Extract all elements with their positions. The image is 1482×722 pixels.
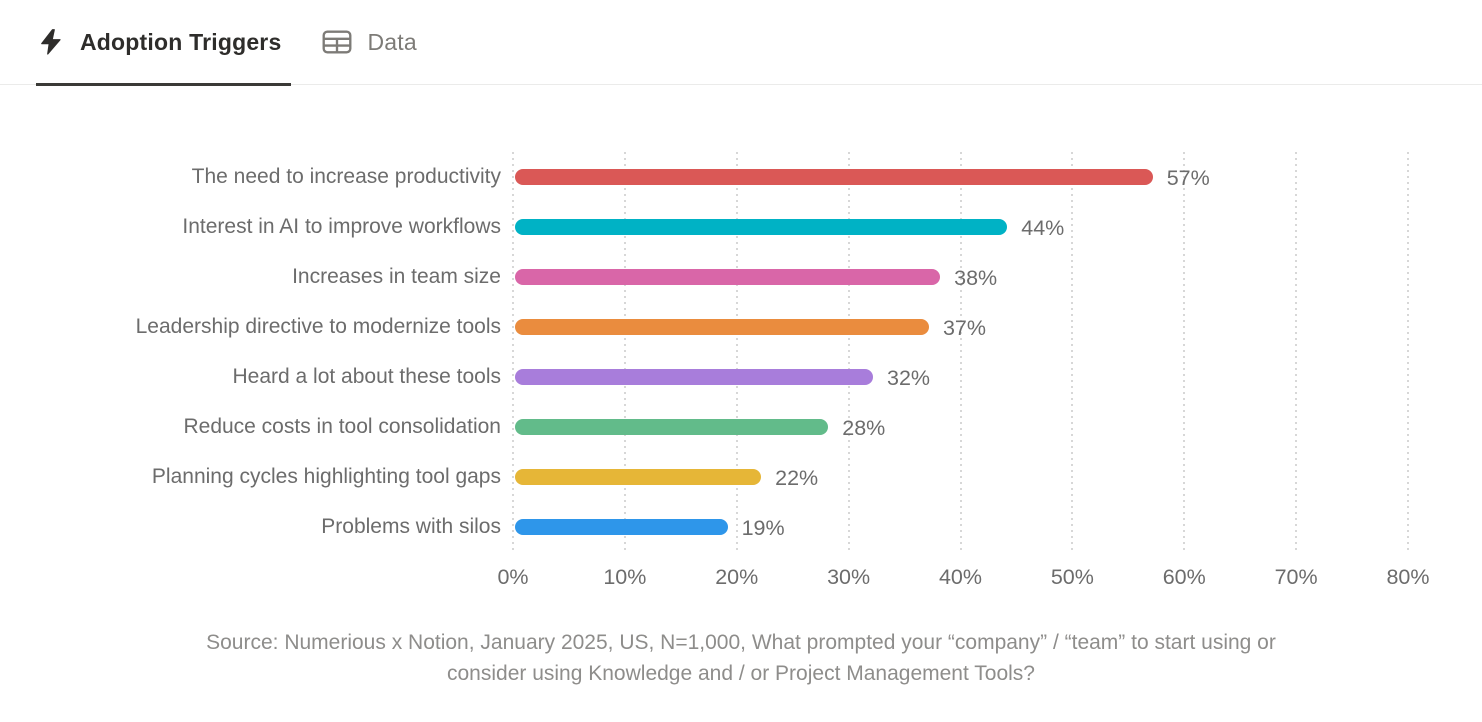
tab-data[interactable]: Data [321,0,426,85]
gridline [1407,152,1409,552]
source-caption: Source: Numerious x Notion, January 2025… [0,627,1482,689]
x-axis-tick-label: 80% [1386,565,1430,589]
category-label: Interest in AI to improve workflows [182,215,501,238]
category-label: Reduce costs in tool consolidation [183,415,501,438]
category-label: Heard a lot about these tools [232,365,501,388]
bar-row: The need to increase productivity 57% [0,152,1482,202]
gridline [735,152,738,552]
table-icon [321,27,353,57]
category-label: Problems with silos [321,515,501,538]
value-label: 32% [887,366,931,390]
category-label: The need to increase productivity [191,165,501,188]
tab-adoption-triggers[interactable]: Adoption Triggers [36,0,292,86]
source-line-1: Source: Numerious x Notion, January 2025… [206,631,1276,654]
bar [515,369,873,385]
bar [515,319,929,335]
bar-row: Planning cycles highlighting tool gaps 22… [0,452,1482,502]
bar-row: Leadership directive to modernize tools 3… [0,302,1482,352]
value-label: 22% [775,466,819,490]
x-axis-tick-label: 50% [1050,565,1094,589]
y-axis-line [512,152,514,552]
category-label: Leadership directive to modernize tools [135,315,501,338]
tab-bar: Adoption Triggers Data [0,0,1482,86]
value-label: 37% [942,316,986,340]
bar [515,169,1153,185]
x-axis-tick-label: 70% [1274,565,1318,589]
bar [515,219,1008,235]
bar-row: Heard a lot about these tools 32% [0,352,1482,402]
source-line-2: consider using Knowledge and / or Projec… [447,662,1035,685]
bar-row: Reduce costs in tool consolidation 28% [0,402,1482,452]
bar-row: Interest in AI to improve workflows 44% [0,202,1482,252]
value-label: 28% [842,416,886,440]
gridline [1071,152,1074,552]
bar [515,519,728,535]
category-label: Increases in team size [292,265,501,288]
x-axis-tick-label: 10% [603,565,647,589]
bar [515,419,829,435]
value-label: 57% [1166,166,1210,190]
x-axis-tick-label: 60% [1162,565,1206,589]
lightning-bolt-icon [36,27,66,57]
bar [515,269,941,285]
bar [515,469,762,485]
value-label: 38% [954,266,998,290]
gridline [1183,152,1186,552]
value-label: 19% [741,516,785,540]
bar-row: Increases in team size 38% [0,252,1482,302]
tab-label-data: Data [367,28,417,55]
bar-row: Problems with silos 19% [0,502,1482,552]
x-axis-tick-label: 20% [715,565,759,589]
x-axis-tick-label: 0% [497,565,529,589]
gridline [847,152,850,552]
x-axis-tick-label: 30% [827,565,871,589]
x-axis-tick-label: 40% [938,565,983,589]
tab-label-adoption-triggers: Adoption Triggers [80,28,282,55]
gridline [1295,152,1298,552]
value-label: 44% [1021,216,1065,240]
gridline [959,152,962,552]
category-label: Planning cycles highlighting tool gaps [151,465,501,488]
gridline [623,152,626,552]
